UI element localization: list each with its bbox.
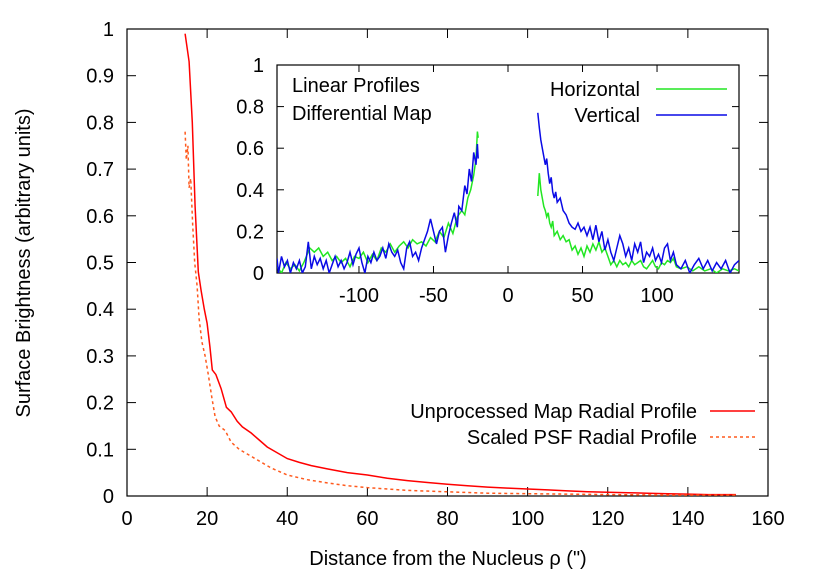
- legend-label-unprocessed: Unprocessed Map Radial Profile: [410, 401, 697, 423]
- legend-label-vertical: Vertical: [574, 105, 640, 127]
- main-x-tick-label: 120: [591, 508, 624, 530]
- main-y-tick-label: 0.4: [86, 299, 114, 321]
- main-x-tick-label: 140: [671, 508, 704, 530]
- main-y-tick-label: 0.6: [86, 206, 114, 228]
- inset-annotation-line-1: Linear Profiles: [292, 75, 420, 97]
- main-x-tick-label: 40: [276, 508, 298, 530]
- main-y-tick-label: 0.1: [86, 439, 114, 461]
- main-x-tick-label: 80: [436, 508, 458, 530]
- main-y-tick-label: 0.5: [86, 253, 114, 275]
- x-axis-label: Distance from the Nucleus ρ ("): [309, 548, 586, 570]
- inset-y-tick-label: 0.4: [236, 180, 264, 202]
- main-x-tick-label: 60: [356, 508, 378, 530]
- inset-series-horizontal-line: [537, 173, 739, 273]
- main-y-tick-label: 0: [103, 486, 114, 508]
- inset-x-tick-label: 50: [571, 285, 593, 307]
- main-y-tick-label: 0.9: [86, 66, 114, 88]
- inset-x-tick-label: -50: [419, 285, 448, 307]
- inset-annotation-line-2: Differential Map: [292, 103, 432, 125]
- inset-y-tick-label: 0.2: [236, 221, 264, 243]
- inset-annotation: Linear Profiles Differential Map Horizon…: [292, 75, 640, 127]
- main-y-tick-label: 0.3: [86, 346, 114, 368]
- inset-y-tick-label: 1: [253, 55, 264, 77]
- inset-series-vertical-line: [277, 143, 479, 273]
- inset-y-tick-label: 0: [253, 263, 264, 285]
- inset-panel: -100 -50 0 50 100 0 0.2 0.4 0.6 0.8 1: [236, 55, 740, 307]
- main-legend: Unprocessed Map Radial Profile Scaled PS…: [410, 401, 697, 449]
- inset-plot-frame: [276, 64, 740, 274]
- main-x-tick-label: 100: [511, 508, 544, 530]
- main-y-tick-label: 0.8: [86, 112, 114, 134]
- main-x-tick-label: 160: [751, 508, 784, 530]
- main-series-unprocessed-map-radial-profile-line: [184, 33, 736, 496]
- main-y-tick-label: 1: [103, 19, 114, 41]
- inset-series-vertical-line: [537, 112, 739, 273]
- y-axis-label: Surface Brightness (arbitrary units): [13, 108, 35, 417]
- inset-x-tick-label: 100: [640, 285, 673, 307]
- legend-label-horizontal: Horizontal: [550, 79, 640, 101]
- main-y-tick-label: 0.7: [86, 159, 114, 181]
- main-panel: 0 20 40 60 80 100 120 140 16000.10.20.30.40.50.6…: [86, 19, 785, 530]
- inset-x-tick-label: 0: [502, 285, 513, 307]
- main-y-tick-label: 0.2: [86, 393, 114, 415]
- main-x-tick-label: 20: [196, 508, 218, 530]
- inset-y-tick-label: 0.6: [236, 138, 264, 160]
- main-x-tick-label: 0: [121, 508, 132, 530]
- inset-x-tick-label: -100: [339, 285, 379, 307]
- inset-y-tick-label: 0.8: [236, 97, 264, 119]
- legend-label-psf: Scaled PSF Radial Profile: [467, 427, 697, 449]
